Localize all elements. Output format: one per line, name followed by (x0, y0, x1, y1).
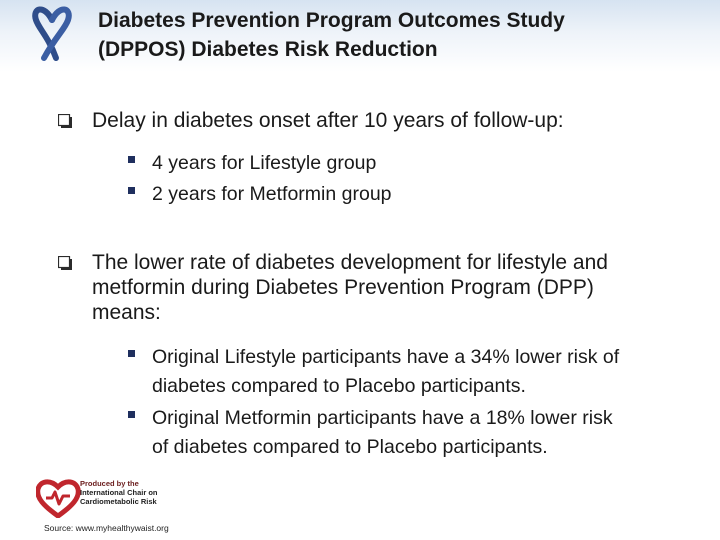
bullet-lower-rate: The lower rate of diabetes development f… (58, 250, 698, 325)
bullet-text: The lower rate of diabetes development f… (92, 250, 698, 325)
awareness-ribbon-icon (32, 6, 72, 61)
slide-title: Diabetes Prevention Program Outcomes Stu… (98, 6, 698, 64)
sub-bullet-text: 4 years for Lifestyle group (152, 152, 377, 174)
checkbox-bullet-icon (58, 256, 72, 270)
sub-bullet-line-1: Original Metformin participants have a 1… (152, 407, 613, 429)
square-bullet-icon (128, 187, 135, 194)
bullet-text: Delay in diabetes onset after 10 years o… (92, 109, 564, 132)
source-citation: Source: www.myhealthywaist.org (44, 523, 169, 533)
sub-bullet-text: 2 years for Metformin group (152, 183, 392, 205)
square-bullet-icon (128, 156, 135, 163)
bullet-text-line-3: means: (92, 301, 161, 324)
sub-bullet-line-2: of diabetes compared to Placebo particip… (152, 436, 548, 458)
square-bullet-icon (128, 411, 135, 418)
bullet-delay-onset: Delay in diabetes onset after 10 years o… (58, 108, 698, 133)
sub-bullet-line-1: Original Lifestyle participants have a 3… (152, 346, 620, 368)
checkbox-bullet-icon (58, 114, 72, 128)
bullet-text-line-1: The lower rate of diabetes development f… (92, 251, 608, 274)
sub-bullet-metformin-risk: Original Metformin participants have a 1… (128, 404, 688, 462)
title-line-1: Diabetes Prevention Program Outcomes Stu… (98, 9, 565, 32)
title-line-2: (DPPOS) Diabetes Risk Reduction (98, 38, 438, 61)
logo-line-1: Produced by the (80, 479, 139, 488)
bullet-text-line-2: metformin during Diabetes Prevention Pro… (92, 276, 594, 299)
logo-line-2: International Chair on (80, 488, 158, 497)
sub-bullet-lifestyle-risk: Original Lifestyle participants have a 3… (128, 343, 688, 401)
sub-bullet-lifestyle-years: 4 years for Lifestyle group (128, 149, 688, 178)
heart-logo-icon (36, 479, 81, 518)
sub-bullet-text: Original Metformin participants have a 1… (152, 404, 688, 462)
header-band (0, 0, 720, 72)
logo-text: Produced by the International Chair on C… (80, 479, 190, 506)
sub-bullet-line-2: diabetes compared to Placebo participant… (152, 375, 526, 397)
logo-line-3: Cardiometabolic Risk (80, 497, 157, 506)
sub-bullet-metformin-years: 2 years for Metformin group (128, 180, 688, 209)
square-bullet-icon (128, 350, 135, 357)
sub-bullet-text: Original Lifestyle participants have a 3… (152, 343, 688, 401)
